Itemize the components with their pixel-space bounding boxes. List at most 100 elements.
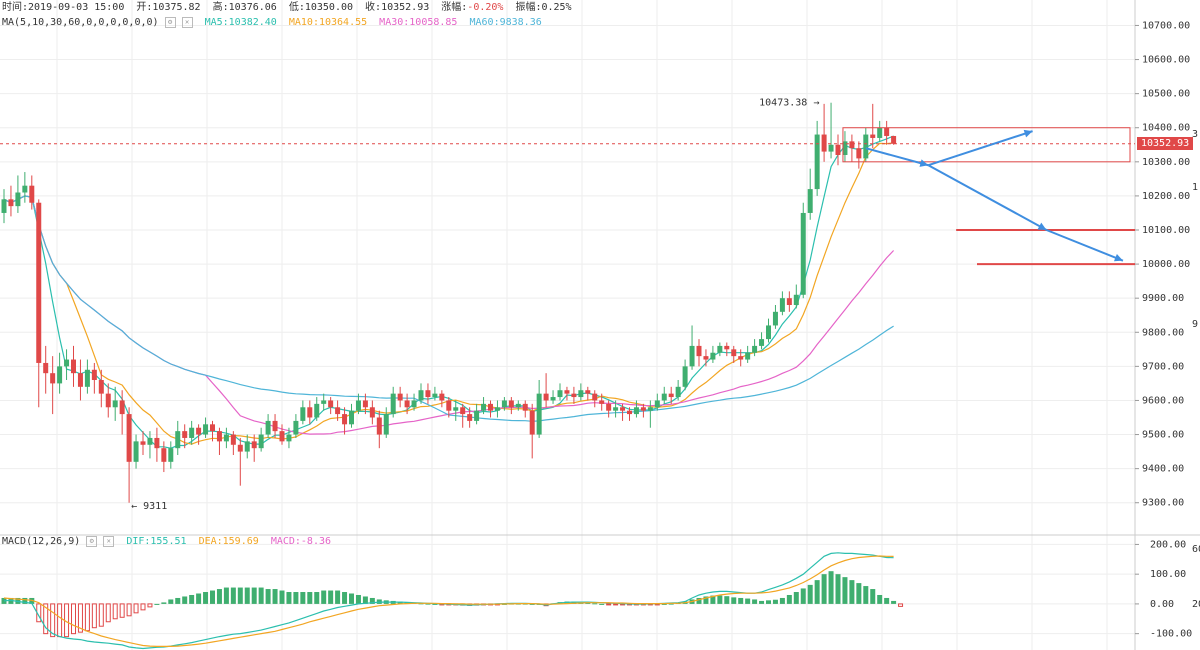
time-label: 时间:2019-09-03 15:00 <box>2 2 125 13</box>
macd-bar <box>613 603 619 606</box>
candle-body <box>522 403 528 411</box>
candle-body <box>404 400 410 408</box>
macd-bar <box>738 597 744 604</box>
macd-bar <box>599 603 605 605</box>
macd-bar <box>57 603 63 638</box>
macd-bar <box>328 590 334 604</box>
macd-bar <box>529 603 535 605</box>
settings-icon[interactable]: ⚙ <box>86 535 98 547</box>
macd-bar <box>237 587 243 604</box>
candle-body <box>793 294 799 305</box>
target-box <box>842 127 1131 163</box>
candle-body <box>175 431 181 449</box>
macd-bar <box>50 603 56 638</box>
dif-label: DIF:155.51 <box>126 536 187 547</box>
candle-body <box>397 393 403 401</box>
macd-layer <box>1 552 904 650</box>
macd-bar <box>425 603 431 605</box>
candle-body <box>50 373 56 384</box>
candle-body <box>390 393 396 415</box>
ma60-label: MA60:9838.36 <box>469 17 542 28</box>
candle-body <box>613 407 619 411</box>
candle-body <box>786 298 792 305</box>
macd-label: MACD:-8.36 <box>270 536 332 547</box>
candle-body <box>891 135 897 144</box>
candle-body <box>543 393 549 401</box>
macd-bar <box>168 599 174 604</box>
macd-bar <box>772 599 778 604</box>
price-tick-label: 10400.00 <box>1142 123 1190 134</box>
candle-body <box>536 393 542 435</box>
macd-bar <box>119 603 125 618</box>
candle-body <box>640 407 646 411</box>
candle-body <box>682 366 688 387</box>
forecast-arrow-up-segment <box>928 130 1033 167</box>
candle-body <box>515 403 521 408</box>
macd-bar <box>335 590 341 604</box>
macd-bar <box>807 584 813 604</box>
current-price-badge: 10352.93 <box>1137 136 1194 150</box>
candle-body <box>779 298 785 312</box>
candle-body <box>668 393 674 398</box>
candle-body <box>633 407 639 415</box>
candle-body <box>696 345 702 357</box>
candle-body <box>376 417 382 435</box>
macd-bar <box>849 580 855 604</box>
low-price-label: ← 9311 <box>131 501 167 512</box>
macd-bar <box>321 590 327 604</box>
macd-bar <box>835 574 841 604</box>
dea-label: DEA:159.69 <box>198 536 259 547</box>
right-edge-tick-label: 20 <box>1192 599 1200 610</box>
candle-body <box>210 424 215 432</box>
candle-body <box>620 407 626 411</box>
close-icon[interactable]: ✕ <box>103 535 115 547</box>
macd-bar <box>369 597 375 604</box>
candle-body <box>661 393 667 401</box>
macd-bar <box>717 595 723 604</box>
candle-body <box>432 393 438 398</box>
candle-body <box>230 434 236 445</box>
candle-body <box>355 400 361 411</box>
forecast-arrow-up-head <box>1023 129 1033 138</box>
candle-body <box>488 403 493 411</box>
candle-body <box>43 362 49 374</box>
price-tick-label: 9900.00 <box>1142 293 1184 304</box>
macd-bar <box>91 603 97 629</box>
candle-body <box>119 400 125 415</box>
candle-body <box>550 397 556 401</box>
dif-line <box>3 552 894 650</box>
macd-bar <box>196 593 202 604</box>
macd-bar <box>786 594 792 604</box>
macd-bar <box>828 571 834 604</box>
price-tick-label: 9300.00 <box>1142 498 1184 509</box>
change-label: 涨幅:-0.20% <box>441 2 504 13</box>
macd-bar <box>863 586 869 604</box>
candle-body <box>606 403 612 411</box>
candle-body <box>481 403 487 411</box>
candle-body <box>91 369 97 380</box>
candle-body <box>126 414 132 462</box>
candle-body <box>647 407 653 411</box>
candle-body <box>557 390 563 398</box>
macd-bar <box>821 574 827 604</box>
close-icon[interactable]: ✕ <box>181 16 193 28</box>
candle-body <box>182 431 188 438</box>
candle-body <box>724 345 730 350</box>
ma10-label: MA10:10364.55 <box>288 17 368 28</box>
candle-body <box>752 345 758 353</box>
candle-body <box>328 400 334 408</box>
candle-body <box>64 359 70 367</box>
macd-bar <box>182 596 188 604</box>
macd-bar <box>43 603 49 635</box>
candle-body <box>585 390 591 394</box>
candle-body <box>349 410 354 425</box>
annotations-layer: 10473.38 → ← 9311 <box>0 98 1135 512</box>
macd-bar <box>84 603 90 632</box>
macd-bar <box>314 592 320 604</box>
candle-body <box>335 407 341 415</box>
candles-layer <box>1 102 897 503</box>
macd-bar <box>223 587 229 604</box>
candle-body <box>411 400 417 408</box>
macd-bar <box>759 600 765 604</box>
settings-icon[interactable]: ⚙ <box>164 16 176 28</box>
